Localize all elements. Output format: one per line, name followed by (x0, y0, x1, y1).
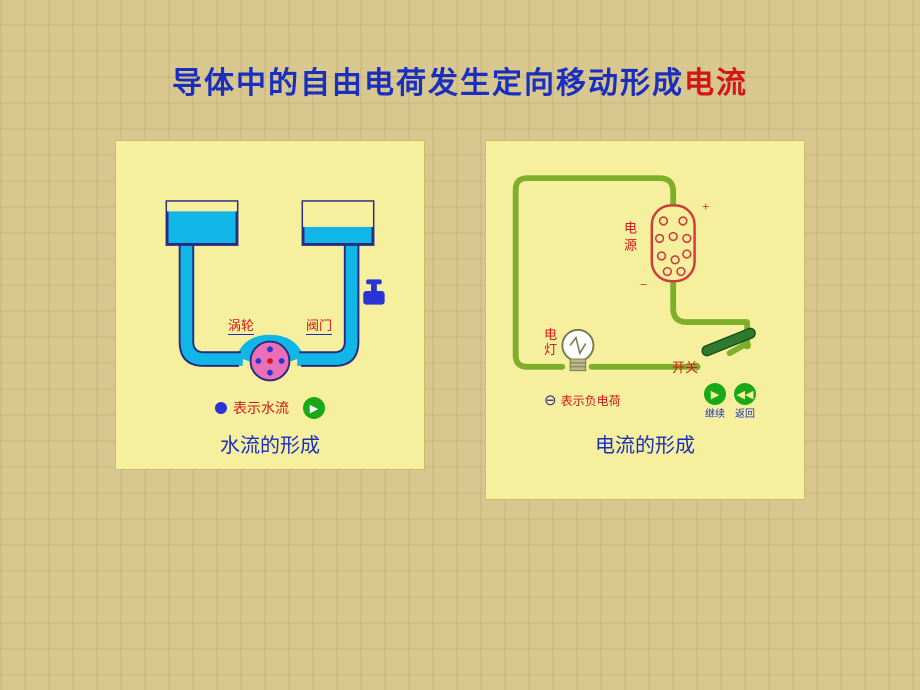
source-label: 电源 (620, 221, 639, 255)
switch (693, 327, 757, 371)
water-dot-icon (215, 402, 227, 414)
continue-label: 继续 (704, 405, 726, 420)
lamp-label: 电 灯 (544, 327, 558, 357)
switch-label: 开关 (672, 357, 698, 376)
water-legend: 表示水流 ▶ (134, 397, 406, 419)
water-legend-text: 表示水流 (233, 398, 289, 418)
control-buttons: ▶ 继续 ◀◀ 返回 (704, 383, 756, 420)
bulb (562, 330, 593, 371)
plus-label: + (702, 199, 709, 215)
water-flow-diagram: 涡轮 阀门 (134, 193, 406, 393)
play-water-button[interactable]: ▶ (303, 397, 325, 419)
valve (363, 279, 384, 304)
power-source (652, 205, 695, 281)
title-highlight: 电流 (684, 67, 748, 100)
back-button[interactable]: ◀◀ (734, 383, 756, 405)
page-title: 导体中的自由电荷发生定向移动形成电流 (0, 58, 920, 102)
valve-label: 阀门 (306, 315, 332, 335)
continue-button[interactable]: ▶ (704, 383, 726, 405)
pipe (186, 235, 351, 359)
current-flow-panel: 电源 + − 电 灯 开关 ⊖ 表示负电荷 ▶ 继续 ◀◀ 返回 (485, 140, 805, 500)
title-prefix: 导体中的自由电荷发生定向移动形成 (172, 67, 684, 100)
water-flow-panel: 涡轮 阀门 表示水流 ▶ 水流的形成 (115, 140, 425, 470)
turbine-label: 涡轮 (228, 315, 254, 335)
right-tank (303, 202, 373, 245)
water-flow-svg (134, 193, 406, 393)
charge-legend: ⊖ 表示负电荷 (544, 391, 621, 410)
current-flow-diagram: 电源 + − 电 灯 开关 ⊖ 表示负电荷 ▶ 继续 ◀◀ 返回 (504, 159, 786, 419)
charge-legend-text: 表示负电荷 (561, 392, 621, 409)
minus-label: − (640, 277, 647, 293)
current-caption: 电流的形成 (504, 429, 786, 458)
lamp-label-text: 电 灯 (544, 327, 558, 357)
left-tank (167, 202, 237, 245)
panels-row: 涡轮 阀门 表示水流 ▶ 水流的形成 (0, 140, 920, 500)
back-label: 返回 (734, 405, 756, 420)
water-caption: 水流的形成 (134, 429, 406, 458)
negative-charge-icon: ⊖ (544, 391, 557, 410)
turbine (251, 342, 290, 381)
